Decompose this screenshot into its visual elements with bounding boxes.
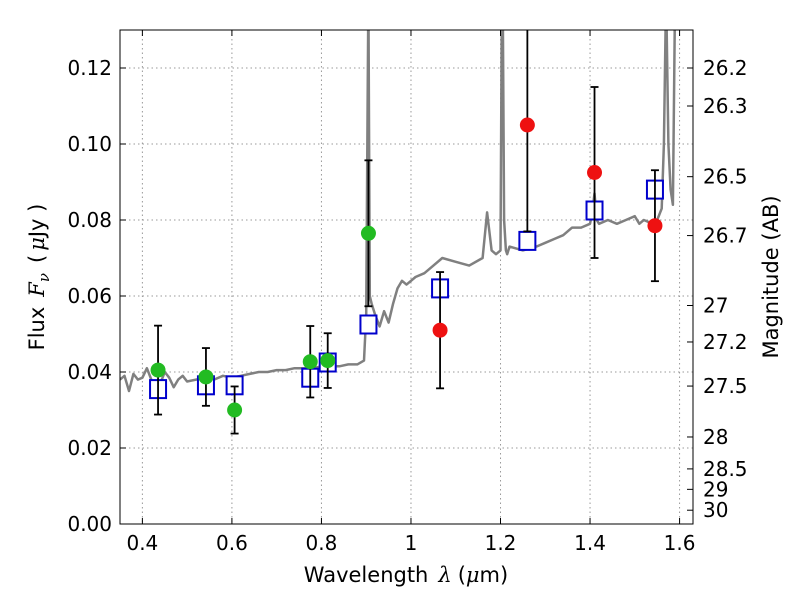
y-tick-label: 0.08 [67, 208, 112, 232]
mag-tick-label: 30 [703, 498, 728, 522]
x-axis-label-open: ( [458, 563, 466, 587]
y-tick-label: 0.10 [67, 132, 112, 156]
y-axis-label: Flux Fν ( μJy ) [25, 204, 53, 351]
y-axis-label-nu: ν [35, 273, 53, 282]
x-axis-label-mu: μ [466, 563, 480, 587]
x-axis-label: Wavelength λ (μm) [304, 563, 508, 587]
x-tick-label: 1.4 [574, 531, 606, 555]
x-axis-label-lambda: λ [437, 563, 451, 587]
x-tick-label: 1.6 [664, 531, 696, 555]
observed-point-green [150, 362, 166, 378]
x-axis-label-close: m) [480, 563, 509, 587]
data-points [149, 30, 664, 435]
plot-frame [119, 29, 694, 525]
mag-tick-label: 28.5 [703, 457, 748, 481]
y-tick-label: 0.02 [67, 436, 112, 460]
mag-tick-label: 27.5 [703, 374, 748, 398]
x-tick-label: 1 [405, 531, 418, 555]
mag-tick-label: 26.2 [703, 56, 748, 80]
y-tick-label: 0.06 [67, 284, 112, 308]
observed-point-green [320, 353, 336, 369]
mag-tick-label: 29 [703, 477, 728, 501]
plot-area [120, 30, 693, 524]
observed-point-red [519, 117, 535, 133]
x-tick-label: 0.8 [306, 531, 338, 555]
mag-tick-label: 26.3 [703, 94, 748, 118]
y-axis-label-mu: μ [25, 237, 49, 251]
y2-axis-label: Magnitude (AB) [759, 195, 783, 358]
x-tick-label: 1.2 [485, 531, 517, 555]
model-photometry-square [518, 230, 537, 251]
observed-point-green [227, 402, 243, 418]
observed-point-green [198, 369, 214, 385]
mag-tick-label: 27.2 [703, 330, 748, 354]
observed-point-green [360, 225, 376, 241]
x-tick-label: 0.6 [216, 531, 248, 555]
x-tick-label: 0.4 [126, 531, 158, 555]
y-axis-label-F: F [25, 281, 49, 298]
y-axis-label-open: ( [25, 255, 49, 263]
mag-tick-label: 26.5 [703, 165, 748, 189]
model-photometry-square [359, 314, 378, 335]
observed-point-red [587, 165, 603, 180]
mag-tick-label: 28 [703, 425, 728, 449]
y-tick-label: 0.00 [67, 512, 112, 536]
observed-point-red [432, 322, 448, 338]
observed-point-green [302, 354, 318, 370]
mag-tick-label: 26.7 [703, 224, 748, 248]
observed-point-red [647, 218, 663, 234]
y-tick-label: 0.04 [67, 360, 112, 384]
y-tick-label: 0.12 [67, 56, 112, 80]
y-axis-label-main: Flux [25, 307, 49, 351]
y-axis-label-close: Jy ) [25, 204, 49, 240]
ticks: 0.4 0.6 0.8 1 1.2 1.4 1.6 0.00 0.02 0.04 0.06 0.08 0… [67, 30, 748, 555]
x-axis-label-main: Wavelength [304, 563, 429, 587]
mag-tick-label: 27 [703, 294, 728, 318]
